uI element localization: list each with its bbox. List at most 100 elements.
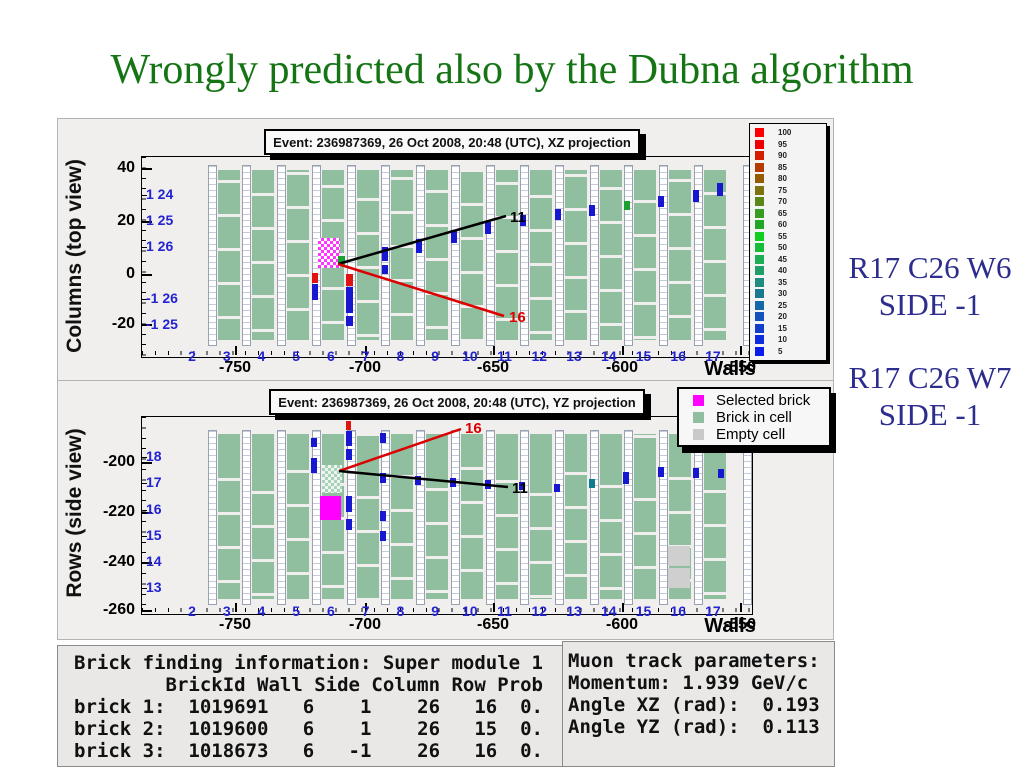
color-scale-swatch: [755, 220, 764, 230]
brick-column: [565, 170, 588, 340]
brick-column: [287, 434, 310, 599]
brick-column: [391, 170, 414, 340]
track-hit: [693, 190, 699, 202]
x-axis-tick-label: -750: [218, 616, 252, 633]
y-axis-tick: [142, 610, 152, 612]
color-scale-value: 35: [778, 277, 787, 287]
color-scale-value: 40: [778, 266, 787, 276]
slide-title: Wrongly predicted also by the Dubna algo…: [110, 47, 914, 93]
brick-column: [356, 170, 379, 340]
xz-plot-header: Event: 236987369, 26 Oct 2008, 20:48 (UT…: [264, 129, 640, 155]
y-axis-tick-label: -200: [102, 453, 135, 470]
color-scale-swatch: [755, 277, 764, 287]
column-row-label: 13: [146, 579, 162, 595]
x-axis-tick-label: -650: [476, 616, 510, 633]
color-scale-value: 10: [778, 335, 787, 345]
selected-brick: [320, 496, 341, 520]
wall-ladder-strip: [693, 165, 703, 346]
x-axis-tick: [740, 603, 742, 612]
wall-ladder-strip: [242, 165, 252, 346]
brick-column: [669, 170, 692, 340]
y-axis-sub-tick: [142, 195, 147, 196]
track-hit: [589, 479, 595, 488]
track-hit: [346, 274, 353, 286]
color-scale-value: 75: [778, 185, 787, 195]
track-hit: [380, 433, 386, 443]
wall-number: 9: [431, 348, 439, 364]
wall-ladder-strip: [242, 430, 252, 605]
brick-column: [599, 170, 622, 340]
wall-number: 13: [566, 603, 582, 619]
y-axis-sub-tick: [142, 588, 147, 589]
color-scale-swatch: [755, 346, 764, 356]
wall-number: 5: [292, 603, 301, 619]
y-axis-tick-label: -240: [102, 553, 135, 570]
wall-ladder-strip: [589, 165, 599, 346]
wall-number: 3: [222, 348, 231, 364]
color-scale-swatch: [755, 139, 764, 149]
y-axis-tick: [142, 168, 152, 170]
wall-number: 3: [222, 603, 231, 619]
color-scale-value: 80: [778, 174, 787, 184]
color-scale-legend: 100 95 90 85 80 75 70 65 60 55 50 45 40 35 30 25 20 15 10 5: [749, 123, 827, 361]
track-hit: [693, 468, 699, 478]
track-hit: [346, 449, 352, 460]
yz-plot-frame: [141, 416, 753, 615]
color-scale-row: 15: [750, 323, 826, 335]
brick-column: [634, 434, 657, 599]
wall-ladder-strip: [624, 165, 634, 346]
brick-column: [252, 434, 275, 599]
wall-number: 2: [188, 603, 196, 619]
brick-note-2-line2: SIDE -1: [878, 397, 982, 432]
wall-number: 9: [431, 603, 439, 619]
wall-ladder-strip: [693, 430, 703, 605]
track-hit: [382, 265, 388, 274]
track-hit: [555, 209, 561, 220]
x-axis-title: Walls: [704, 615, 756, 637]
color-scale-swatch: [755, 231, 764, 241]
color-scale-value: 25: [778, 300, 787, 310]
wall-number: 8: [396, 348, 405, 364]
y-axis-sub-tick: [142, 457, 147, 458]
wall-number: 16: [670, 603, 686, 619]
track-hit: [717, 183, 723, 196]
color-scale-row: 45: [750, 254, 826, 266]
track-hit: [346, 496, 352, 512]
info-line: Angle YZ (rad): 0.113: [568, 716, 820, 738]
track-hit: [346, 519, 352, 530]
brick-column: [391, 434, 414, 599]
wall-number: 15: [635, 348, 652, 364]
track-hit: [346, 316, 353, 326]
column-row-label: 1 24: [146, 186, 174, 202]
x-axis-tick: [493, 603, 495, 612]
color-scale-row: 95: [750, 139, 826, 151]
y-axis-sub-tick: [142, 510, 147, 511]
y-axis-tick: [142, 274, 152, 276]
color-scale-row: 80: [750, 173, 826, 185]
info-line: Brick finding information: Super module …: [74, 652, 543, 674]
info-line: brick 2: 1019600 6 1 26 15 0.: [74, 718, 543, 740]
yz-projection-panel: Rows (side view) Event: 236987369, 26 Oc…: [57, 380, 834, 640]
y-axis-tick-label: 40: [117, 159, 135, 176]
color-scale-row: 40: [750, 265, 826, 277]
brick-note-1-line1: R17 C26 W6: [848, 250, 1012, 285]
y-axis-tick-label: 0: [126, 265, 135, 282]
column-row-label: 1 25: [146, 212, 174, 228]
wall-number: 6: [327, 348, 335, 364]
legend-swatch: [693, 428, 704, 440]
xz-plot-frame: [141, 156, 753, 358]
color-scale-value: 55: [778, 231, 787, 241]
track-hit: [450, 478, 456, 487]
color-scale-row: 75: [750, 185, 826, 197]
y-axis-minor-ticks: [142, 417, 146, 614]
column-row-label: 16: [146, 501, 162, 517]
color-scale-value: 95: [778, 139, 787, 149]
brick-legend: Selected brick Brick in cell Empty cell: [677, 387, 831, 447]
color-scale-row: 70: [750, 196, 826, 208]
legend-item: Empty cell: [679, 426, 829, 443]
color-scale-row: 25: [750, 300, 826, 312]
color-scale-swatch: [755, 266, 764, 276]
column-row-label: 14: [146, 553, 162, 569]
column-row-label: 18: [146, 448, 162, 464]
track-hit: [311, 458, 317, 473]
